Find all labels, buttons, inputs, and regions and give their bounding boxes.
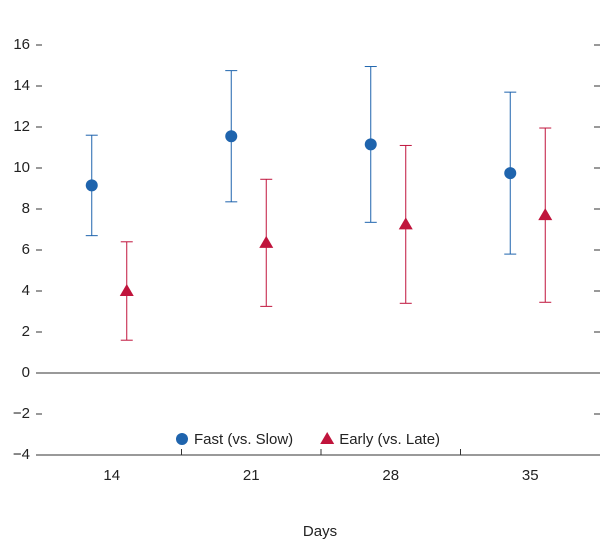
x-tick-label: 14 (103, 467, 120, 484)
point (259, 235, 274, 248)
y-tick-label: 2 (22, 323, 30, 340)
point (364, 138, 377, 151)
point (119, 284, 134, 296)
y-tick-label: −2 (13, 405, 30, 422)
legend-marker (176, 433, 188, 445)
x-axis-label: Days (303, 523, 337, 540)
legend-label: Early (vs. Late) (339, 431, 440, 448)
point (225, 130, 238, 143)
y-tick-label: 6 (22, 241, 30, 258)
x-tick-label: 28 (382, 467, 399, 484)
y-tick-label: 4 (22, 282, 30, 299)
y-tick-label: 12 (13, 118, 30, 135)
point (85, 179, 98, 192)
y-tick-label: 16 (13, 36, 30, 53)
y-tick-label: −4 (13, 446, 30, 463)
x-tick-label: 35 (522, 467, 539, 484)
point (538, 208, 553, 221)
y-tick-label: 8 (22, 200, 30, 217)
y-tick-label: 10 (13, 159, 30, 176)
legend-marker (320, 432, 335, 444)
y-tick-label: 14 (13, 77, 30, 94)
y-tick-label: 0 (22, 364, 30, 381)
point (398, 217, 413, 230)
x-tick-label: 21 (243, 467, 260, 484)
point (504, 167, 517, 180)
legend-label: Fast (vs. Slow) (194, 431, 293, 448)
